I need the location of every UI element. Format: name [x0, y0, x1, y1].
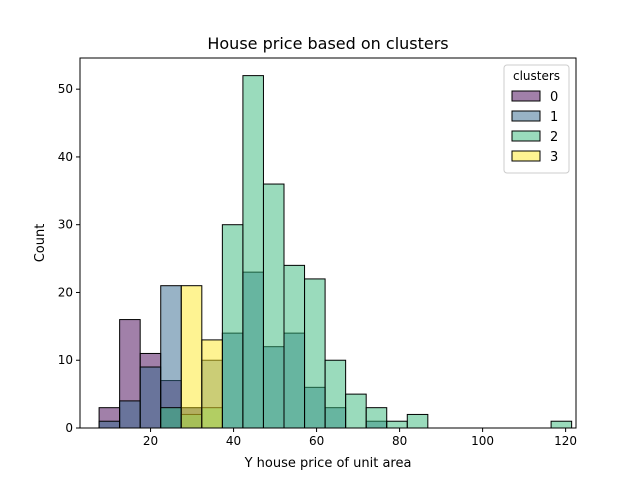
legend-label: 0 [550, 90, 558, 105]
legend-swatch [511, 130, 541, 142]
bar-cluster-2 [262, 183, 285, 429]
x-tick-label: 60 [309, 434, 324, 448]
bar-cluster-1 [98, 420, 121, 429]
y-tick-label: 50 [58, 82, 73, 96]
legend-swatch [511, 110, 541, 122]
x-tick-label: 40 [226, 434, 241, 448]
y-tick-label: 40 [58, 150, 73, 164]
bar-cluster-2 [345, 393, 367, 429]
y-axis-label: Count [33, 224, 48, 263]
x-tick-label: 80 [392, 434, 407, 448]
y-tick-label: 30 [58, 218, 73, 232]
legend-label: 3 [550, 150, 558, 165]
bar-cluster-3 [180, 285, 203, 429]
legend-label: 1 [550, 110, 558, 125]
legend-swatch [511, 150, 541, 162]
bar-cluster-2 [324, 359, 347, 429]
bar-cluster-2 [406, 413, 429, 429]
bar-cluster-2 [242, 75, 264, 429]
x-tick-label: 120 [554, 434, 577, 448]
bar-cluster-2 [283, 264, 306, 429]
legend-items: 0 1 2 3 [511, 90, 558, 165]
bar-cluster-2 [550, 420, 573, 429]
x-axis-label: Y house price of unit area [244, 456, 412, 471]
bar-cluster-2 [221, 224, 244, 429]
bar-cluster-1 [139, 366, 162, 429]
y-tick-label: 0 [65, 421, 73, 435]
bar-cluster-2 [386, 420, 408, 429]
bar-cluster-3 [201, 339, 223, 429]
bar-cluster-2 [304, 278, 326, 429]
legend: clusters 0 1 2 3 [503, 64, 570, 174]
axes-frame [79, 57, 577, 429]
y-tick-label: 20 [58, 285, 73, 299]
bar-cluster-2 [365, 407, 388, 429]
legend-label: 2 [550, 130, 558, 145]
bar-cluster-1 [119, 400, 141, 429]
legend-swatch [511, 90, 541, 102]
x-tick-label: 100 [471, 434, 494, 448]
bar-cluster-2 [160, 407, 182, 429]
x-tick-label: 20 [143, 434, 158, 448]
y-ticks: 0 10 20 30 40 50 [58, 82, 80, 435]
chart-title: House price based on clusters [207, 34, 448, 53]
y-tick-label: 10 [58, 353, 73, 367]
bar-cluster-1 [160, 285, 182, 429]
bars-layer [98, 75, 573, 429]
x-ticks: 20 40 60 80 100 120 [143, 428, 577, 448]
legend-title: clusters [513, 69, 560, 83]
